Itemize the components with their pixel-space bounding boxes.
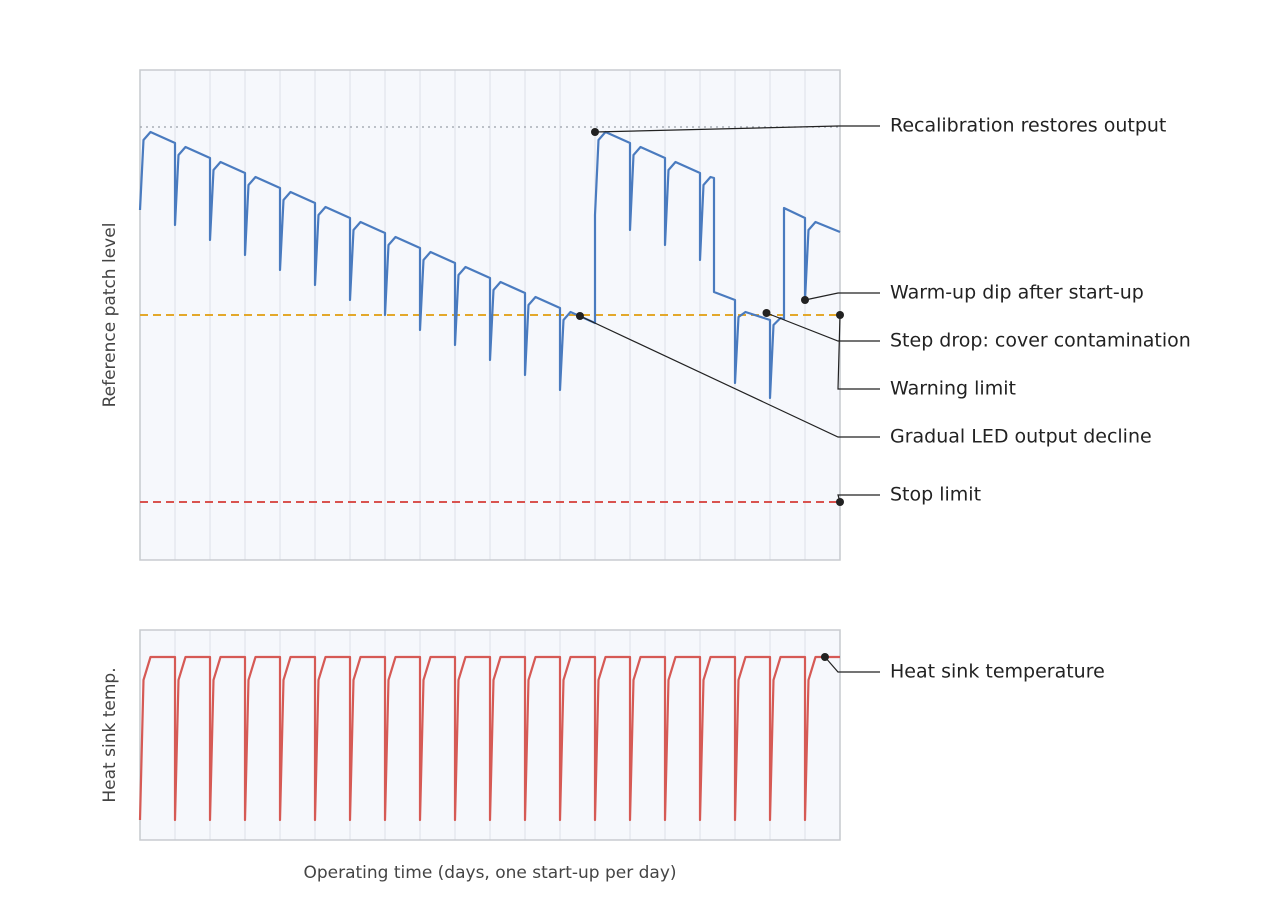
annotation-connector: [837, 494, 880, 503]
annotation-point: [591, 128, 599, 136]
annotation-label: Step drop: cover contamination: [890, 330, 1191, 352]
annotation-label: Gradual LED output decline: [890, 426, 1152, 448]
annotation-label: Stop limit: [890, 484, 981, 506]
annotation-point: [836, 311, 844, 319]
y-axis-label: Heat sink temp.: [100, 667, 120, 802]
annotation-label: Recalibration restores output: [890, 115, 1166, 137]
annotation-connector: [824, 656, 880, 673]
annotation-point: [575, 312, 584, 320]
plot-border: [139, 629, 841, 841]
annotation-label: Warning limit: [890, 378, 1016, 400]
y-axis-label: Reference patch level: [100, 223, 120, 408]
annotation-point: [762, 309, 771, 317]
data-line: [138, 655, 840, 822]
annotation-connector: [804, 292, 880, 301]
annotation-label: Warm-up dip after start-up: [890, 282, 1144, 304]
x-axis-label: Operating time (days, one start-up per d…: [303, 863, 676, 883]
annotation-connector: [837, 314, 880, 390]
annotation-connector: [766, 312, 880, 342]
data-line: [138, 130, 841, 400]
annotation-point: [836, 498, 844, 506]
annotation-connector: [579, 315, 880, 438]
annotation-point: [801, 296, 809, 304]
annotation-connector: [594, 125, 880, 133]
annotation-label: Heat sink temperature: [890, 661, 1105, 683]
annotation-point: [820, 653, 829, 661]
